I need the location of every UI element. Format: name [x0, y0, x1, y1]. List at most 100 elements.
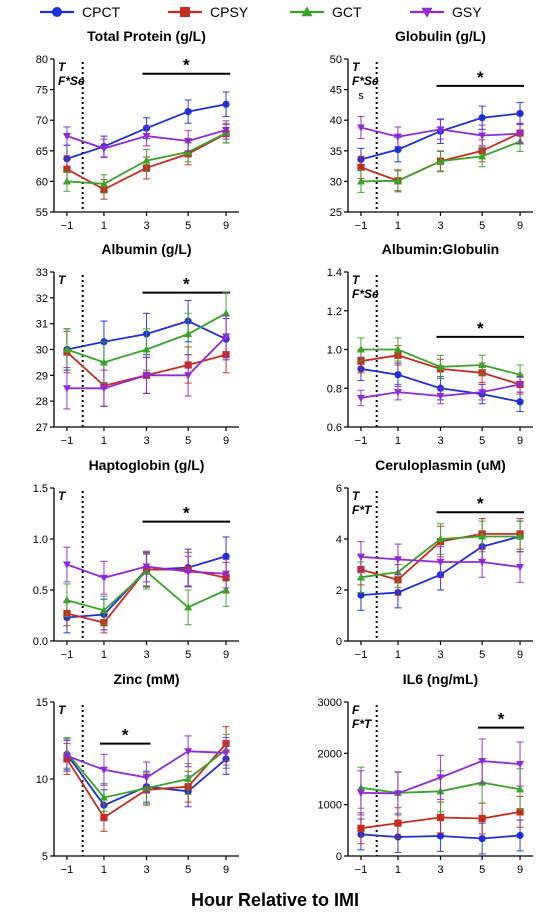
- legend-label: CPSY: [210, 4, 249, 20]
- data-point: [478, 558, 487, 567]
- data-point: [478, 152, 487, 160]
- y-tick-label: 0.8: [327, 383, 342, 395]
- stat-label: T: [58, 703, 67, 717]
- data-point: [357, 824, 365, 832]
- data-point: [99, 385, 108, 393]
- y-tick-label: 5: [42, 851, 48, 863]
- y-tick-label: 1.0: [327, 345, 342, 357]
- data-point: [478, 132, 487, 140]
- significance-star: *: [477, 494, 484, 513]
- data-point: [436, 157, 445, 165]
- data-point: [356, 345, 365, 353]
- y-tick-label: 32: [36, 293, 48, 305]
- panel-1: Total Protein (g/L) 55 60 65 70 75 80 −1 1 3 5 9 TF*…: [36, 28, 239, 232]
- legend-item-gsy: GSY: [410, 4, 482, 20]
- panel-title: IL6 (ng/mL): [403, 671, 478, 687]
- significance-star: *: [122, 726, 129, 745]
- data-point: [516, 130, 525, 138]
- data-point: [62, 596, 71, 604]
- series-gsy: [62, 546, 231, 595]
- panel-6: Ceruloplasmin (uM) 0 2 4 6 −1 1 3 5 9 TF*T *: [336, 457, 533, 661]
- x-tick-label: 9: [517, 435, 523, 447]
- x-tick-label: 5: [479, 220, 485, 232]
- data-point: [62, 752, 71, 761]
- data-point: [393, 389, 402, 397]
- data-point: [142, 345, 151, 353]
- global-x-axis-label: Hour Relative to IMI: [191, 890, 359, 910]
- y-tick-label: 0.5: [33, 585, 48, 597]
- x-tick-label: 3: [143, 435, 149, 447]
- x-tick-label: 1: [395, 435, 401, 447]
- y-tick-label: 2: [336, 585, 342, 597]
- significance-star: *: [498, 710, 505, 729]
- data-point: [516, 808, 524, 816]
- data-point: [357, 591, 365, 599]
- stat-label: F*Se: [58, 74, 85, 88]
- data-point: [393, 345, 402, 353]
- data-point: [478, 834, 486, 843]
- panel-title: Ceruloplasmin (uM): [375, 457, 506, 473]
- x-tick-label: 5: [479, 864, 485, 876]
- x-tick-label: 5: [185, 220, 191, 232]
- stat-label: T: [352, 60, 361, 74]
- stat-label: F*Se: [352, 287, 379, 301]
- series-gsy: [356, 376, 525, 407]
- data-point: [99, 358, 108, 366]
- x-tick-label: 9: [223, 435, 229, 447]
- y-tick-label: 30: [36, 345, 48, 357]
- data-point: [184, 774, 193, 783]
- y-tick-label: 31: [36, 319, 48, 331]
- y-tick-label: 0: [336, 851, 342, 863]
- y-tick-label: 50: [330, 54, 342, 66]
- data-point: [142, 133, 151, 141]
- series-gct: [62, 292, 231, 384]
- y-tick-label: 0: [336, 636, 342, 648]
- y-tick-label: 55: [36, 207, 48, 219]
- data-point: [516, 381, 525, 389]
- data-point: [516, 831, 524, 840]
- significance-star: *: [183, 56, 190, 75]
- x-tick-label: 1: [395, 220, 401, 232]
- x-tick-label: 3: [437, 435, 443, 447]
- data-point: [184, 137, 193, 146]
- data-point: [478, 757, 487, 766]
- y-tick-label: 65: [36, 146, 48, 158]
- y-tick-label: 0.6: [327, 422, 342, 434]
- legend-item-gct: GCT: [290, 4, 362, 20]
- y-tick-label: 30: [330, 176, 342, 188]
- legend-item-cpct: CPCT: [40, 4, 121, 20]
- series-gct: [62, 122, 231, 194]
- data-point: [436, 362, 445, 370]
- stat-label: T: [58, 489, 67, 503]
- data-point: [222, 309, 231, 317]
- data-point: [393, 790, 402, 798]
- data-point: [184, 568, 193, 576]
- data-point: [436, 813, 445, 822]
- data-point: [356, 789, 365, 797]
- data-point: [99, 606, 108, 614]
- data-point: [222, 552, 230, 560]
- x-tick-label: 9: [223, 649, 229, 661]
- panel-title: Zinc (mM): [113, 671, 179, 687]
- data-point: [478, 114, 486, 122]
- significance-star: *: [183, 275, 190, 294]
- x-tick-label: 3: [143, 649, 149, 661]
- data-point: [356, 394, 365, 403]
- x-tick-label: 5: [479, 649, 485, 661]
- x-tick-label: 1: [395, 649, 401, 661]
- significance-star: *: [183, 504, 190, 523]
- data-point: [184, 108, 192, 116]
- stat-label: F: [352, 703, 360, 717]
- y-tick-label: 28: [36, 396, 48, 408]
- x-tick-label: −1: [61, 220, 74, 232]
- data-point: [357, 163, 365, 171]
- legend-marker: [301, 6, 313, 17]
- x-tick-label: 3: [437, 864, 443, 876]
- x-tick-label: 1: [101, 435, 107, 447]
- data-point: [142, 372, 151, 380]
- data-point: [356, 553, 365, 561]
- panel-title: Total Protein (g/L): [87, 28, 206, 44]
- data-point: [516, 370, 525, 378]
